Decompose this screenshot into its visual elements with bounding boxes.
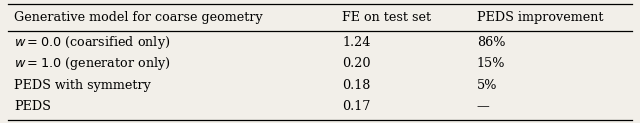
Text: 86%: 86%: [477, 36, 506, 49]
Text: $w = 1.0$ (generator only): $w = 1.0$ (generator only): [14, 55, 171, 72]
Text: 0.18: 0.18: [342, 79, 371, 92]
Text: 1.24: 1.24: [342, 36, 371, 49]
Text: PEDS: PEDS: [14, 100, 51, 113]
Text: PEDS improvement: PEDS improvement: [477, 11, 604, 24]
Text: 5%: 5%: [477, 79, 497, 92]
Text: 0.20: 0.20: [342, 57, 371, 70]
Text: 0.17: 0.17: [342, 100, 371, 113]
Text: PEDS with symmetry: PEDS with symmetry: [14, 79, 151, 92]
Text: —: —: [477, 100, 490, 113]
Text: Generative model for coarse geometry: Generative model for coarse geometry: [14, 11, 263, 24]
Text: 15%: 15%: [477, 57, 506, 70]
Text: $w = 0.0$ (coarsified only): $w = 0.0$ (coarsified only): [14, 34, 170, 51]
Text: FE on test set: FE on test set: [342, 11, 431, 24]
